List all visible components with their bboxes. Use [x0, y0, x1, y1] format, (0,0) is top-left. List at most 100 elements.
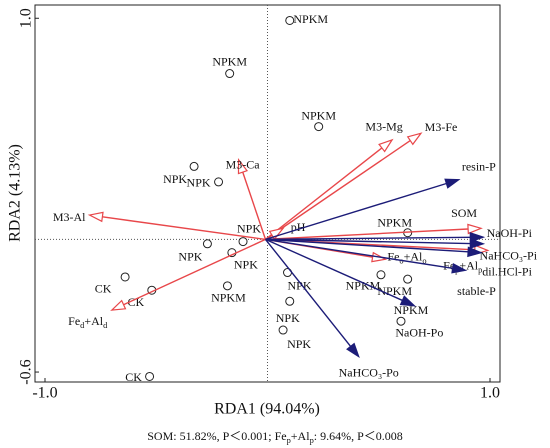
- vector-label-part: +Al: [459, 258, 478, 272]
- sample-label: NPKM: [377, 284, 412, 298]
- footnote-part: : 9.64%, P＜0.008: [314, 429, 403, 443]
- vector-label: M3-Al: [53, 210, 86, 224]
- arrow-head: [444, 178, 461, 189]
- arrow-shaft: [265, 182, 447, 241]
- vector-label-part: Fe: [387, 249, 399, 263]
- footnote-part: SOM: 51.82%, P＜0.001; Fe: [147, 429, 286, 443]
- arrow-head: [469, 231, 486, 243]
- arrow-shaft: [264, 238, 352, 347]
- sample-label: NPKM: [212, 54, 247, 68]
- arrow-shaft: [102, 216, 266, 241]
- vector-label: M3-Ca: [226, 158, 261, 172]
- x-tick-label: 1.0: [480, 385, 500, 402]
- vector-label: M3-Fe: [425, 120, 458, 134]
- vector-arrow: [237, 158, 267, 240]
- arrow-head: [451, 262, 468, 274]
- vector-label: NaOH-Pi: [487, 226, 533, 240]
- sample-point: [376, 270, 386, 280]
- sample-label: NPK: [178, 250, 202, 264]
- sample-label: NPKM: [293, 12, 328, 26]
- x-axis-label: RDA1 (94.04%): [214, 401, 320, 418]
- vector-label: Fep+Alp: [443, 258, 482, 274]
- sample-point: [285, 15, 295, 25]
- sample-label: CK: [125, 370, 142, 384]
- footnote-part: +Al: [291, 429, 310, 443]
- vector-label-subscript: o: [422, 256, 426, 265]
- arrow-shaft: [265, 236, 471, 241]
- arrow-head: [467, 246, 483, 258]
- vector-arrow: [265, 238, 468, 274]
- sample-point: [120, 272, 130, 282]
- vector-label: resin-P: [462, 159, 496, 173]
- vector-label-subscript: d: [103, 321, 108, 330]
- vector-label: stable-P: [457, 284, 496, 298]
- sample-point: [145, 371, 155, 381]
- arrow-shaft: [265, 238, 469, 253]
- arrow-head: [87, 211, 104, 223]
- footnote: SOM: 51.82%, P＜0.001; Fep+Alp: 9.64%, P＜…: [147, 429, 403, 445]
- arrow-head: [399, 295, 417, 307]
- arrow-shaft: [265, 238, 471, 245]
- vector-label-part: Fe: [68, 314, 80, 328]
- arrow-head: [469, 238, 486, 249]
- vector-label-subscript: p: [478, 265, 482, 274]
- vector-label-part: +Al: [404, 249, 423, 263]
- y-axis-label: RDA2 (4.13%): [7, 144, 24, 242]
- vector-arrow: [87, 211, 266, 241]
- arrow-shaft: [265, 238, 403, 302]
- sample-label: NPKM: [377, 215, 412, 229]
- sample-point: [202, 239, 212, 249]
- arrow-head: [346, 342, 360, 359]
- vector-arrow: [265, 231, 486, 243]
- arrow-head: [406, 132, 423, 146]
- sample-label: NPKM: [394, 303, 429, 317]
- arrow-head: [467, 223, 483, 235]
- vector-label: SOM: [451, 206, 477, 220]
- footnote-subscript: p: [310, 436, 314, 445]
- vector-label: Fed+Ald: [68, 314, 108, 330]
- sample-point: [278, 325, 288, 335]
- sample-label: NPKM: [301, 108, 336, 122]
- vector-label: dil.HCl-Pi: [482, 264, 532, 278]
- sample-label: NPKM: [346, 279, 381, 293]
- sample-point: [189, 161, 199, 171]
- sample-label: CK: [127, 295, 144, 309]
- arrow-shaft: [123, 238, 266, 306]
- vector-arrow: [265, 238, 483, 258]
- sample-label: NPK: [287, 337, 311, 351]
- footnote-subscript: p: [287, 436, 291, 445]
- sample-point: [222, 281, 232, 291]
- arrow-shaft: [265, 147, 383, 240]
- sample-point: [403, 274, 413, 284]
- vector-arrow: [265, 238, 486, 249]
- vector-label: NaHCO₃-Pi: [480, 249, 538, 263]
- arrow-head: [378, 138, 394, 153]
- vector-arrow: [264, 238, 360, 359]
- vector-arrow: [265, 238, 417, 307]
- sample-point: [225, 69, 235, 79]
- arrow-shaft: [265, 238, 453, 270]
- sample-point: [285, 296, 295, 306]
- sample-label: CK: [95, 282, 112, 296]
- arrow-shaft: [265, 228, 469, 241]
- sample-label: NPK: [276, 311, 300, 325]
- arrow-head: [110, 299, 127, 311]
- vector-arrow: [110, 238, 266, 311]
- vector-label: M3-Mg: [365, 120, 402, 134]
- arrow-shaft: [242, 171, 267, 240]
- sample-label: NPK: [237, 221, 261, 235]
- arrow-shaft: [265, 139, 411, 240]
- sample-point: [214, 177, 224, 187]
- sample-point: [314, 122, 324, 132]
- sample-point: [396, 316, 406, 326]
- vector-arrow: [265, 223, 483, 241]
- y-tick-label: -0.6: [18, 359, 35, 384]
- vector-label-part: +Al: [84, 314, 103, 328]
- sample-label: NPKM: [211, 291, 246, 305]
- sample-label: NPK: [163, 172, 187, 186]
- vector-arrow: [265, 227, 285, 241]
- vector-arrow: [265, 178, 461, 241]
- sample-point: [238, 237, 248, 247]
- vector-label-subscript: d: [80, 321, 85, 330]
